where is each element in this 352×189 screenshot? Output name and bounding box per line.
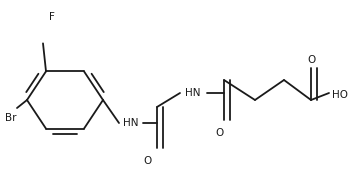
Text: HO: HO [332, 90, 348, 100]
Text: HN: HN [123, 118, 139, 128]
Text: HN: HN [185, 88, 201, 98]
Text: Br: Br [5, 113, 17, 123]
Text: O: O [307, 55, 315, 65]
Text: O: O [144, 156, 152, 166]
Text: O: O [216, 128, 224, 138]
Text: F: F [49, 12, 55, 22]
